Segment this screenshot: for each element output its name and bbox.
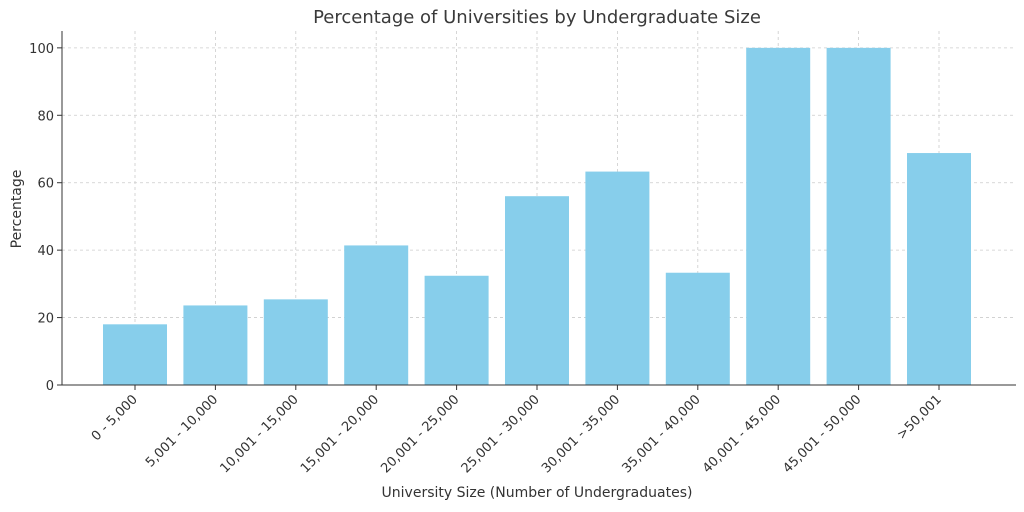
y-axis-label: Percentage — [9, 170, 25, 249]
bar — [183, 305, 248, 385]
x-tick-label: 30,001 - 35,000 — [539, 392, 623, 476]
bar — [665, 272, 730, 385]
bar — [103, 324, 167, 385]
bar — [505, 196, 569, 385]
x-tick-label: 10,001 - 15,000 — [218, 392, 302, 476]
bar — [344, 245, 409, 385]
x-tick-label: 5,001 - 10,000 — [143, 392, 221, 470]
x-tick-label: 0 - 5,000 — [89, 392, 141, 444]
x-tick-label: 25,001 - 30,000 — [459, 392, 543, 476]
bar — [826, 47, 891, 385]
bar — [424, 275, 489, 385]
y-tick-label: 20 — [37, 312, 54, 327]
axes — [61, 31, 1016, 386]
chart-title: Percentage of Universities by Undergradu… — [313, 7, 761, 28]
y-tick-label: 80 — [37, 109, 54, 124]
x-axis-label: University Size (Number of Undergraduate… — [382, 485, 693, 501]
bar — [746, 47, 811, 385]
bar — [907, 153, 971, 385]
bars — [103, 47, 971, 385]
bar — [585, 171, 650, 385]
x-tick-label: 40,001 - 45,000 — [700, 392, 784, 476]
y-tick-label: 100 — [29, 42, 54, 57]
bar — [263, 299, 328, 385]
y-tick-label: 40 — [37, 244, 54, 259]
y-tick-label: 60 — [37, 177, 54, 192]
x-tick-label: >50,001 — [894, 392, 944, 442]
y-tick-label: 0 — [46, 379, 54, 394]
x-tick-label: 35,001 - 40,000 — [620, 392, 704, 476]
x-tick-label: 20,001 - 25,000 — [378, 392, 462, 476]
x-tick-label: 45,001 - 50,000 — [780, 392, 864, 476]
x-tick-label: 15,001 - 20,000 — [298, 392, 382, 476]
